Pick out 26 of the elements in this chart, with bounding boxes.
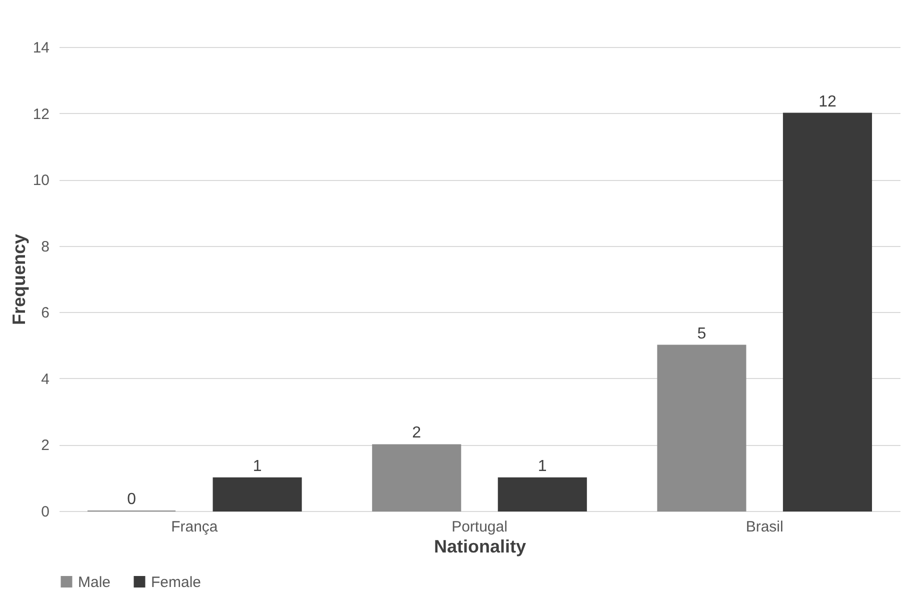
x-tick-label: França	[171, 518, 218, 536]
y-tick-label: 12	[32, 106, 50, 123]
data-label: 1	[252, 458, 262, 475]
y-tick-label: 8	[41, 238, 50, 256]
y-tick-label: 0	[41, 504, 50, 520]
data-label: 2	[412, 424, 422, 442]
bar	[657, 344, 746, 512]
bar	[372, 444, 462, 512]
data-label: 5	[697, 325, 706, 342]
data-label: 0	[127, 491, 136, 508]
y-tick-label: 14	[32, 40, 50, 56]
legend-label: Female	[151, 574, 202, 591]
y-tick-label: 2	[41, 437, 50, 454]
legend-label: Male	[78, 574, 111, 591]
x-tick-label: Brasil	[746, 518, 784, 536]
y-tick-label: 4	[41, 370, 50, 388]
bar	[212, 477, 302, 512]
y-axis-title: Frequency	[8, 234, 29, 326]
data-label: 12	[818, 93, 836, 110]
bar	[782, 112, 872, 512]
data-label: 1	[538, 458, 547, 475]
y-tick-label: 6	[41, 304, 50, 322]
x-tick-label: Portugal	[452, 518, 508, 536]
x-axis-title: Nationality	[434, 536, 526, 556]
y-tick-label: 10	[32, 172, 50, 190]
bar	[498, 477, 587, 512]
